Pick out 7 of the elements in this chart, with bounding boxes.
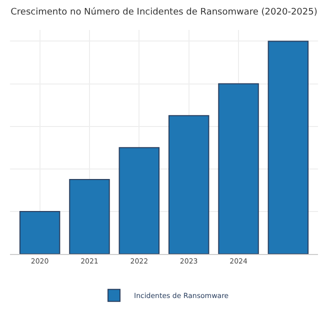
bar xyxy=(218,83,259,254)
bar xyxy=(69,179,110,254)
bar xyxy=(268,40,309,254)
bar xyxy=(168,115,210,254)
bar xyxy=(118,147,160,254)
bar xyxy=(19,210,60,254)
chart-title: Crescimento no Número de Incidentes de Ransomware (2020-2025) xyxy=(10,6,318,18)
